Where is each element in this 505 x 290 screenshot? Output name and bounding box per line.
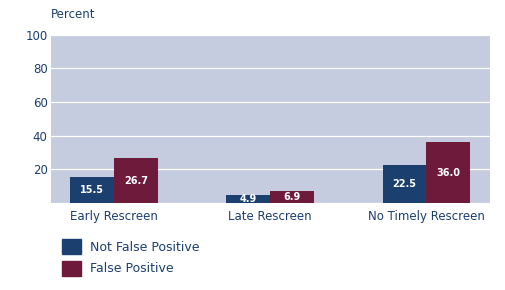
Bar xyxy=(426,142,470,203)
Text: 4.9: 4.9 xyxy=(240,194,257,204)
Bar xyxy=(382,165,426,203)
Text: 22.5: 22.5 xyxy=(392,179,416,189)
Text: 26.7: 26.7 xyxy=(124,175,148,186)
Text: 6.9: 6.9 xyxy=(283,192,300,202)
Bar xyxy=(226,195,270,203)
Bar xyxy=(71,177,114,203)
Text: 36.0: 36.0 xyxy=(436,168,460,178)
Bar xyxy=(114,158,158,203)
Text: Percent: Percent xyxy=(50,8,95,21)
Legend: Not False Positive, False Positive: Not False Positive, False Positive xyxy=(57,234,205,281)
Bar xyxy=(270,191,314,203)
Text: 15.5: 15.5 xyxy=(80,185,105,195)
